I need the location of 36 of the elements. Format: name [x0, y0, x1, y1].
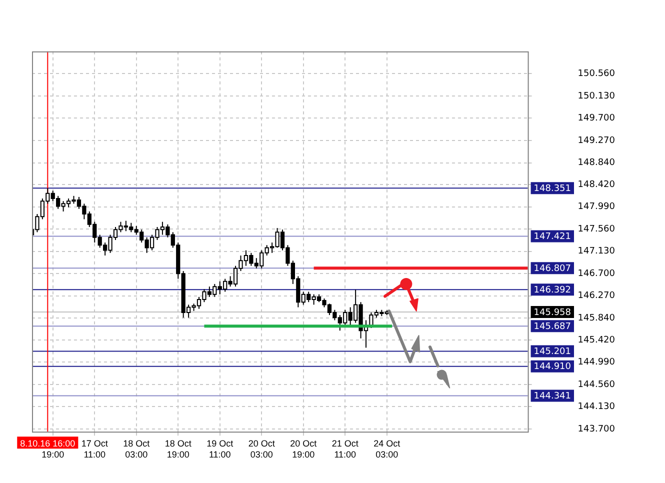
- y-tick-label: 145.420: [578, 335, 616, 346]
- y-tick-label: 144.560: [578, 380, 616, 390]
- y-tick-label: 150.560: [578, 69, 616, 80]
- ref-line-label: 147.421: [534, 232, 571, 242]
- y-tick-label: 148.420: [578, 180, 616, 190]
- x-tick-label: 21 Oct 11:00: [332, 438, 359, 460]
- ref-line-label: 144.341: [534, 392, 571, 402]
- x-tick-label: 19 Oct 11:00: [206, 438, 234, 460]
- y-tick-label: 144.130: [578, 402, 616, 412]
- ref-line-label: 145.958: [534, 308, 572, 318]
- ref-line-label: 144.910: [534, 362, 572, 372]
- x-tick-label: 8.10.16 16:00: [20, 438, 76, 448]
- x-tick-label: 20 Oct 19:00: [290, 438, 318, 460]
- y-tick-label: 143.700: [578, 424, 616, 434]
- ref-line-label: 146.807: [534, 264, 571, 274]
- x-tick-label: 17 Oct 11:00: [81, 438, 108, 460]
- ref-line-label: 145.687: [534, 322, 571, 332]
- y-tick-label: 146.270: [578, 291, 616, 302]
- y-tick-label: 149.270: [578, 136, 616, 146]
- x-tick-label: 24 Oct 03:00: [374, 438, 401, 460]
- ref-line-label: 146.392: [534, 285, 571, 296]
- y-tick-label: 147.130: [578, 246, 616, 257]
- ref-line-label: 148.351: [534, 184, 571, 194]
- x-tick-label: 19:00: [42, 449, 64, 460]
- y-tick-label: 147.560: [578, 224, 616, 234]
- y-tick-label: 149.700: [578, 114, 616, 124]
- x-tick-label: 18 Oct 03:00: [123, 438, 150, 460]
- y-tick-label: 145.840: [578, 314, 616, 324]
- y-tick-label: 150.130: [578, 91, 616, 102]
- ref-line-label: 145.201: [534, 347, 571, 358]
- x-tick-label: 20 Oct 03:00: [248, 438, 276, 460]
- x-tick-label: 18 Oct 19:00: [164, 438, 192, 460]
- y-tick-label: 146.700: [578, 268, 616, 279]
- y-tick-label: 148.840: [578, 158, 616, 168]
- y-tick-label: 144.990: [578, 358, 616, 368]
- y-tick-label: 147.990: [578, 202, 616, 212]
